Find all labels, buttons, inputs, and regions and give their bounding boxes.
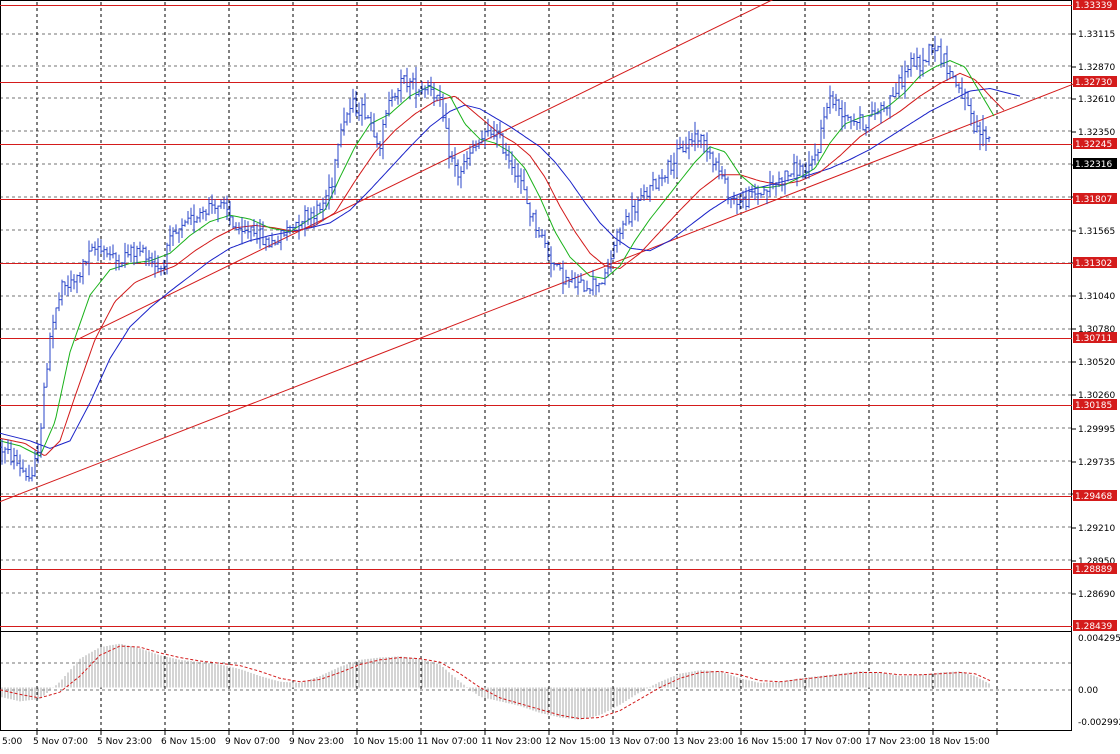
- time-tick-label: 5:00: [2, 737, 22, 747]
- level-label-box: [1073, 332, 1117, 343]
- price-tick-label: 1.32870: [1078, 63, 1115, 73]
- grid: [0, 0, 1072, 731]
- level-label: 1.33339: [1075, 1, 1112, 11]
- ma-slow-line: [0, 87, 1021, 449]
- candles: [0, 36, 991, 482]
- price-tick-label: 1.32350: [1078, 128, 1115, 138]
- level-label-box: [1073, 257, 1117, 268]
- current-price-label: 1.32316: [1075, 160, 1112, 170]
- level-label: 1.32245: [1075, 140, 1112, 150]
- time-tick-label: 11 Nov 07:00: [417, 737, 478, 747]
- level-label-box: [1073, 0, 1117, 10]
- price-tick-label: 1.29735: [1078, 458, 1115, 468]
- price-tick-label: 1.28950: [1078, 557, 1115, 567]
- osc-tick-label: -0.002992: [1078, 718, 1120, 728]
- time-tick-label: 13 Nov 23:00: [673, 737, 734, 747]
- level-label: 1.31302: [1075, 259, 1112, 269]
- level-label-box: [1073, 76, 1117, 87]
- level-label-box: [1073, 399, 1117, 410]
- time-tick-label: 13 Nov 07:00: [609, 737, 670, 747]
- level-label: 1.30185: [1075, 401, 1112, 411]
- time-tick-label: 5 Nov 07:00: [33, 737, 88, 747]
- price-tick-label: 1.28690: [1078, 590, 1115, 600]
- level-label-box: [1073, 138, 1117, 149]
- level-label: 1.29468: [1075, 492, 1112, 502]
- time-tick-label: 18 Nov 15:00: [929, 737, 990, 747]
- price-tick-label: 1.33115: [1078, 30, 1115, 40]
- time-tick-label: 12 Nov 15:00: [545, 737, 606, 747]
- level-labels: 1.33339 1.32730 1.32245 1.31807 1.31302 1.307…: [1073, 0, 1117, 632]
- price-tick-label: 1.29210: [1078, 524, 1115, 534]
- osc-tick-label: 0.004295: [1078, 634, 1120, 644]
- time-tick-label: 16 Nov 15:00: [737, 737, 798, 747]
- price-tick-label: 1.30520: [1078, 358, 1115, 368]
- price-tick-label: 1.30780: [1078, 325, 1115, 335]
- time-tick-label: 9 Nov 23:00: [289, 737, 344, 747]
- time-tick-label: 5 Nov 23:00: [97, 737, 152, 747]
- time-tick-label: 6 Nov 15:00: [161, 737, 216, 747]
- moving-averages: [0, 60, 1021, 457]
- osc-tick-label: 0.00: [1078, 686, 1098, 696]
- horizontal-levels: [0, 5, 1072, 627]
- level-label: 1.32730: [1075, 78, 1112, 88]
- level-label: 1.28889: [1075, 565, 1112, 575]
- channel-lines: [0, 0, 1076, 503]
- price-tick-label: 1.30260: [1078, 391, 1115, 401]
- osc-signal-line: [0, 645, 991, 720]
- time-tick-label: 10 Nov 15:00: [353, 737, 414, 747]
- level-label: 1.31807: [1075, 195, 1112, 205]
- time-tick-label: 9 Nov 07:00: [225, 737, 280, 747]
- price-tick-label: 1.32610: [1078, 95, 1115, 105]
- current-price-box: [1073, 158, 1117, 169]
- level-label: 1.30711: [1075, 334, 1112, 344]
- level-label-box: [1073, 490, 1117, 501]
- oscillator-panel: [0, 643, 991, 720]
- time-tick-label: 17 Nov 23:00: [865, 737, 926, 747]
- plot-frame: [0, 0, 1072, 731]
- trend-channel-line: [74, 0, 774, 342]
- level-label: 1.28439: [1075, 622, 1112, 632]
- trend-channel-line: [0, 82, 1076, 503]
- axes: 1.331151.328701.326101.323501.320851.318…: [2, 30, 1120, 747]
- level-label-box: [1073, 193, 1117, 204]
- price-tick-label: 1.31565: [1078, 227, 1115, 237]
- time-tick-label: 11 Nov 23:00: [481, 737, 542, 747]
- level-label-box: [1073, 620, 1117, 631]
- price-tick-label: 1.29995: [1078, 425, 1115, 435]
- time-tick-label: 17 Nov 07:00: [801, 737, 862, 747]
- level-label-box: [1073, 563, 1117, 574]
- price-tick-label: 1.31040: [1078, 292, 1115, 302]
